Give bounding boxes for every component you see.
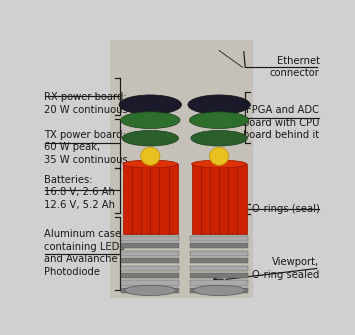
Bar xyxy=(121,288,179,293)
Bar xyxy=(121,243,179,249)
Ellipse shape xyxy=(192,160,247,168)
Ellipse shape xyxy=(121,112,180,129)
Ellipse shape xyxy=(188,95,250,115)
Ellipse shape xyxy=(193,285,245,295)
Bar xyxy=(190,243,248,249)
Bar xyxy=(121,280,179,285)
Ellipse shape xyxy=(141,147,160,165)
Text: TX power board:
60 W peak,
35 W continuous: TX power board: 60 W peak, 35 W continuo… xyxy=(44,130,128,164)
Ellipse shape xyxy=(191,130,247,146)
Text: Ethernet
connector: Ethernet connector xyxy=(270,56,320,78)
Ellipse shape xyxy=(124,285,176,295)
Bar xyxy=(190,280,248,285)
Bar xyxy=(121,258,179,263)
Ellipse shape xyxy=(189,112,249,129)
Bar xyxy=(190,251,248,256)
Bar xyxy=(190,258,248,263)
Ellipse shape xyxy=(122,130,179,146)
Text: Aluminum case
containing LEDs
and Avalanche
Photodiode: Aluminum case containing LEDs and Avalan… xyxy=(44,229,125,277)
Bar xyxy=(190,236,248,241)
Ellipse shape xyxy=(119,95,181,115)
FancyBboxPatch shape xyxy=(110,40,253,298)
Text: O-rings (seal): O-rings (seal) xyxy=(252,204,320,214)
Text: FPGA and ADC
board with CPU
board behind it: FPGA and ADC board with CPU board behind… xyxy=(243,105,320,140)
Text: Viewport,
O-ring sealed: Viewport, O-ring sealed xyxy=(252,257,320,280)
Ellipse shape xyxy=(123,160,178,168)
Bar xyxy=(192,164,247,234)
Bar xyxy=(123,164,178,234)
Ellipse shape xyxy=(209,147,229,165)
Bar xyxy=(121,236,179,241)
Bar xyxy=(121,266,179,271)
Text: Batteries:
16.8 V, 2.6 Ah
12.6 V, 5.2 Ah: Batteries: 16.8 V, 2.6 Ah 12.6 V, 5.2 Ah xyxy=(44,175,115,210)
Bar xyxy=(190,266,248,271)
Bar xyxy=(121,273,179,278)
Bar xyxy=(121,251,179,256)
Bar xyxy=(190,273,248,278)
Text: RX power board:
20 W continuous: RX power board: 20 W continuous xyxy=(44,92,128,115)
Bar xyxy=(190,288,248,293)
